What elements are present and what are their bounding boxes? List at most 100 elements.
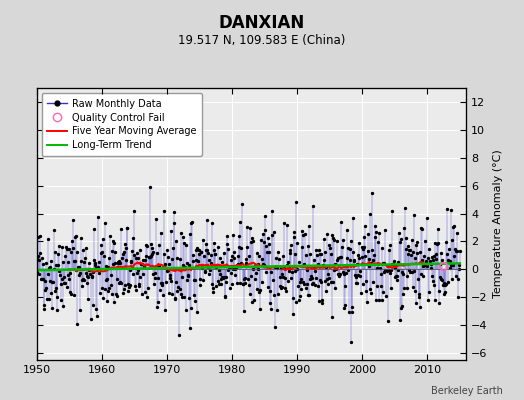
Point bbox=[227, 281, 236, 287]
Point bbox=[276, 285, 285, 292]
Point bbox=[387, 285, 396, 291]
Point bbox=[359, 281, 367, 288]
Point bbox=[139, 262, 148, 268]
Point bbox=[261, 226, 269, 233]
Point bbox=[209, 289, 217, 296]
Point bbox=[146, 254, 154, 260]
Point bbox=[163, 267, 172, 273]
Point bbox=[281, 274, 290, 281]
Point bbox=[46, 264, 54, 270]
Point bbox=[148, 245, 156, 251]
Point bbox=[412, 300, 421, 306]
Point bbox=[343, 227, 351, 234]
Point bbox=[294, 296, 303, 303]
Point bbox=[286, 250, 294, 256]
Point bbox=[444, 257, 452, 263]
Point bbox=[45, 264, 53, 271]
Point bbox=[190, 292, 199, 298]
Point bbox=[242, 256, 250, 263]
Point bbox=[456, 248, 464, 254]
Point bbox=[171, 294, 179, 301]
Point bbox=[297, 276, 305, 283]
Point bbox=[316, 276, 324, 283]
Point bbox=[366, 211, 375, 217]
Point bbox=[313, 283, 322, 289]
Point bbox=[142, 242, 150, 248]
Point bbox=[378, 244, 386, 251]
Point bbox=[360, 234, 368, 240]
Point bbox=[110, 240, 118, 246]
Point bbox=[154, 274, 162, 281]
Point bbox=[301, 231, 309, 237]
Point bbox=[434, 240, 442, 246]
Point bbox=[272, 306, 281, 313]
Point bbox=[94, 214, 102, 220]
Point bbox=[387, 267, 395, 274]
Point bbox=[322, 288, 331, 294]
Point bbox=[104, 264, 112, 270]
Point bbox=[165, 261, 173, 268]
Point bbox=[222, 274, 231, 280]
Point bbox=[309, 202, 317, 209]
Point bbox=[315, 251, 324, 258]
Point bbox=[241, 274, 249, 281]
Point bbox=[234, 253, 243, 260]
Point bbox=[164, 254, 172, 260]
Point bbox=[267, 269, 276, 275]
Point bbox=[128, 234, 137, 241]
Point bbox=[333, 255, 342, 262]
Point bbox=[91, 262, 99, 268]
Point bbox=[43, 235, 52, 242]
Point bbox=[111, 260, 119, 266]
Point bbox=[245, 291, 254, 298]
Point bbox=[279, 252, 287, 259]
Point bbox=[411, 288, 420, 294]
Point bbox=[157, 230, 165, 236]
Point bbox=[202, 247, 210, 253]
Point bbox=[443, 206, 451, 212]
Point bbox=[257, 256, 266, 263]
Point bbox=[378, 260, 387, 266]
Point bbox=[228, 232, 237, 238]
Point bbox=[350, 257, 358, 263]
Point bbox=[358, 246, 367, 252]
Point bbox=[339, 237, 347, 244]
Legend: Raw Monthly Data, Quality Control Fail, Five Year Moving Average, Long-Term Tren: Raw Monthly Data, Quality Control Fail, … bbox=[41, 93, 202, 156]
Point bbox=[450, 223, 458, 229]
Point bbox=[416, 304, 424, 310]
Point bbox=[71, 258, 79, 264]
Point bbox=[303, 281, 311, 287]
Point bbox=[416, 248, 424, 255]
Point bbox=[443, 250, 452, 257]
Point bbox=[121, 282, 129, 288]
Point bbox=[353, 260, 362, 267]
Point bbox=[238, 201, 246, 207]
Point bbox=[45, 296, 53, 302]
Point bbox=[286, 247, 294, 254]
Point bbox=[63, 283, 71, 290]
Point bbox=[88, 274, 96, 281]
Point bbox=[160, 251, 169, 258]
Point bbox=[187, 220, 195, 226]
Point bbox=[337, 254, 345, 260]
Point bbox=[407, 252, 415, 258]
Point bbox=[266, 300, 274, 306]
Point bbox=[35, 256, 43, 263]
Point bbox=[277, 264, 286, 271]
Point bbox=[91, 260, 100, 266]
Point bbox=[175, 332, 183, 338]
Point bbox=[306, 276, 314, 283]
Point bbox=[403, 272, 411, 279]
Point bbox=[385, 247, 394, 254]
Point bbox=[317, 278, 325, 285]
Point bbox=[345, 257, 354, 264]
Point bbox=[429, 257, 438, 263]
Point bbox=[399, 291, 407, 297]
Point bbox=[88, 272, 96, 279]
Point bbox=[287, 275, 296, 281]
Point bbox=[331, 285, 339, 291]
Point bbox=[146, 184, 155, 190]
Point bbox=[155, 242, 163, 248]
Point bbox=[209, 285, 217, 291]
Point bbox=[332, 266, 340, 272]
